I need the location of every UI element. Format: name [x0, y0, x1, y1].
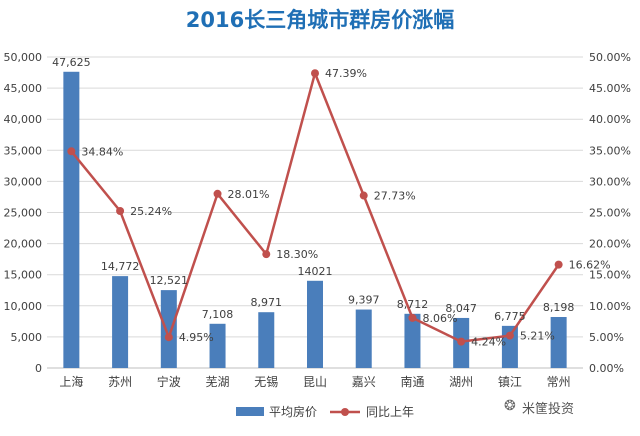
x-tick-label: 镇江 [498, 375, 522, 389]
line-value-label: 28.01% [228, 188, 270, 201]
line-point [408, 313, 417, 322]
line-value-label: 4.95% [179, 331, 214, 344]
y-right-tick-label: 0.00% [589, 362, 624, 375]
x-tick-label: 湖州 [449, 374, 473, 389]
y-left-tick-label: 10,000 [4, 300, 43, 313]
line-value-label: 8.06% [422, 312, 457, 325]
bar-value-label: 14,772 [101, 260, 140, 273]
line-value-label: 18.30% [276, 248, 318, 261]
legend-line-label: 同比上年 [366, 405, 414, 419]
x-tick-label: 宁波 [157, 374, 181, 389]
bar-value-label: 6,775 [494, 310, 526, 323]
y-left-tick-label: 30,000 [4, 175, 43, 188]
y-left-tick-label: 45,000 [4, 82, 43, 95]
y-right-tick-label: 10.00% [589, 300, 631, 313]
line-point [505, 331, 514, 340]
bar-value-label: 8,198 [543, 301, 575, 314]
bar [258, 312, 275, 368]
y-right-tick-label: 20.00% [589, 238, 631, 251]
y-right-tick-label: 5.00% [589, 331, 624, 344]
legend-bar-label: 平均房价 [269, 404, 317, 419]
y-right-tick-label: 50.00% [589, 51, 631, 64]
y-right-tick-label: 45.00% [589, 82, 631, 95]
line-value-label: 27.73% [374, 190, 416, 203]
line-point [262, 250, 271, 259]
bar-series [63, 71, 567, 369]
x-tick-label: 无锡 [254, 374, 278, 389]
bar-value-label: 8,971 [251, 296, 283, 309]
bar-value-label: 12,521 [150, 274, 189, 287]
y-left-tick-label: 50,000 [4, 51, 43, 64]
legend: 平均房价 同比上年 [236, 404, 414, 419]
y-left-tick-label: 15,000 [4, 269, 43, 282]
y-left-tick-label: 5,000 [11, 331, 43, 344]
bar [160, 290, 177, 368]
legend-bar-swatch [236, 407, 264, 416]
y-left-tick-label: 25,000 [4, 207, 43, 220]
line-value-label: 4.24% [471, 336, 506, 349]
line-value-label: 25.24% [130, 205, 172, 218]
bar [63, 71, 80, 369]
line-series [67, 69, 563, 346]
line-point [164, 333, 173, 342]
legend-line-marker [341, 408, 349, 416]
line-point [67, 147, 76, 156]
y-left-tick-label: 35,000 [4, 144, 43, 157]
line-value-label: 5.21% [520, 330, 555, 343]
x-tick-label: 昆山 [303, 375, 327, 389]
line-point [311, 69, 319, 78]
axes: 0 0.00% 5,000 5.00% 10,000 10.00% 15,000 15.00%… [4, 51, 631, 389]
y-right-tick-label: 25.00% [589, 207, 631, 220]
line-point [457, 337, 466, 346]
y-right-tick-label: 40.00% [589, 113, 631, 126]
bar [209, 323, 226, 368]
bar-value-label: 7,108 [202, 308, 234, 321]
bar-value-label: 8,047 [445, 302, 477, 315]
line-value-label: 47.39% [325, 67, 367, 80]
line-value-label: 16.62% [569, 259, 611, 272]
y-left-tick-label: 20,000 [4, 238, 43, 251]
x-tick-label: 常州 [547, 375, 571, 389]
x-tick-label: 芜湖 [206, 374, 230, 389]
y-left-tick-label: 40,000 [4, 113, 43, 126]
y-right-tick-label: 15.00% [589, 269, 631, 282]
wechat-icon: ❂ [504, 398, 516, 414]
x-tick-label: 上海 [59, 374, 83, 389]
bar-value-label: 14021 [298, 265, 333, 278]
bar [112, 276, 129, 368]
bar [355, 309, 372, 368]
line-point [554, 260, 563, 269]
x-tick-label: 嘉兴 [352, 375, 376, 389]
x-tick-label: 南通 [400, 374, 424, 389]
bar [404, 313, 421, 368]
bar-value-label: 47,625 [52, 56, 91, 69]
bar-value-label: 9,397 [348, 294, 380, 307]
line-point [213, 189, 222, 198]
chart-title: 2016长三角城市群房价涨幅 [185, 8, 455, 32]
watermark: 米筐投资 [522, 402, 575, 417]
y-right-tick-label: 30.00% [589, 175, 631, 188]
bar [550, 317, 567, 368]
x-tick-label: 苏州 [108, 375, 132, 389]
bar-value-label: 8,712 [397, 298, 429, 311]
y-left-tick-label: 0 [35, 362, 42, 375]
y-right-tick-label: 35.00% [589, 144, 631, 157]
line-point [359, 191, 368, 200]
data-labels: 47,625 14,772 12,521 7,108 8,971 14021 9,397 8,… [52, 56, 610, 349]
bar [307, 280, 323, 368]
line-point [116, 207, 125, 216]
line-value-label: 34.84% [81, 145, 123, 158]
